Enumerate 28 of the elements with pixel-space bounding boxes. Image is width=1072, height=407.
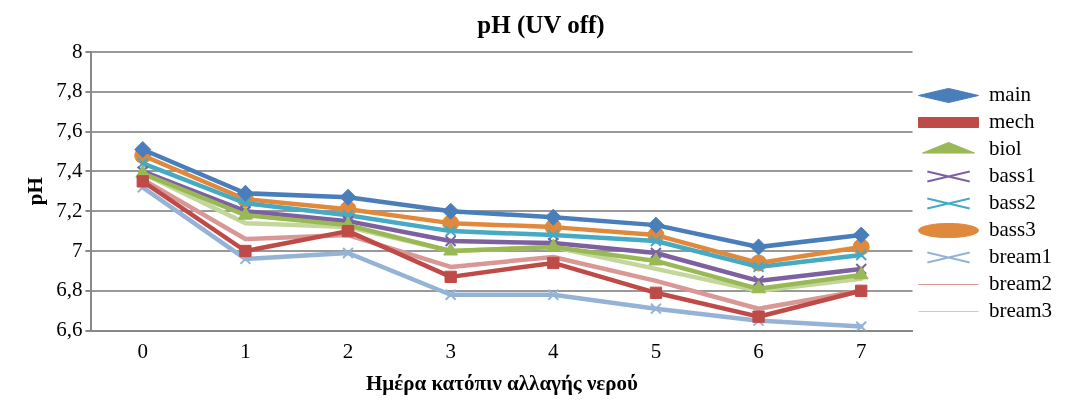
legend-label: bream3 bbox=[989, 298, 1053, 323]
y-tick-label: 6,8 bbox=[56, 277, 83, 302]
legend-label: bass2 bbox=[989, 190, 1036, 215]
y-tick-label: 7,6 bbox=[56, 118, 83, 143]
legend-label: main bbox=[989, 82, 1032, 107]
legend-label: bream1 bbox=[989, 244, 1053, 269]
y-tick-label: 7,2 bbox=[56, 197, 83, 222]
y-tick-label: 7 bbox=[71, 237, 83, 262]
x-tick-label: 4 bbox=[548, 338, 560, 363]
x-tick-label: 3 bbox=[445, 338, 456, 363]
x-tick-label: 2 bbox=[342, 338, 354, 363]
y-tick-label: 7,4 bbox=[56, 157, 83, 182]
y-tick-label: 8 bbox=[71, 38, 83, 63]
y-tick-label: 6,6 bbox=[56, 317, 83, 342]
x-tick-label: 7 bbox=[855, 338, 867, 363]
legend-label: bass3 bbox=[989, 217, 1036, 242]
x-tick-label: 1 bbox=[240, 338, 251, 363]
legend-label: biol bbox=[989, 136, 1022, 161]
y-axis-title: pH bbox=[23, 177, 48, 206]
legend-label: mech bbox=[989, 109, 1036, 134]
legend-label: bream2 bbox=[989, 271, 1053, 296]
y-tick-label: 7,8 bbox=[56, 78, 83, 103]
chart-title: pH (UV off) bbox=[477, 11, 605, 40]
x-tick-label: 6 bbox=[753, 338, 764, 363]
legend-label: bass1 bbox=[989, 163, 1036, 188]
x-tick-label: 0 bbox=[137, 338, 149, 363]
x-axis-title: Ημέρα κατόπιν αλλαγής νερού bbox=[366, 370, 639, 395]
x-tick-label: 5 bbox=[650, 338, 662, 363]
